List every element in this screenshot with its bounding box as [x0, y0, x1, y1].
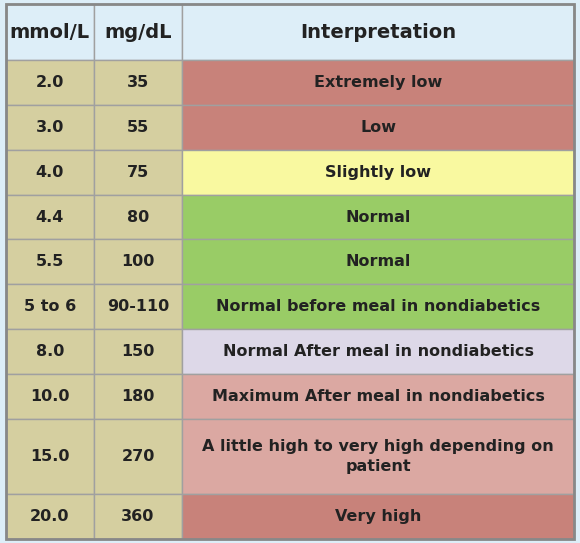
Text: 4.4: 4.4	[35, 210, 64, 224]
Text: 15.0: 15.0	[30, 449, 70, 464]
Text: 2.0: 2.0	[35, 75, 64, 90]
Text: mmol/L: mmol/L	[10, 23, 90, 42]
Text: 20.0: 20.0	[30, 509, 70, 523]
Bar	[6, 4, 94, 60]
Text: 100: 100	[121, 254, 155, 269]
Text: 80: 80	[127, 210, 149, 224]
Bar	[94, 374, 182, 419]
Text: A little high to very high depending on
patient: A little high to very high depending on …	[202, 439, 554, 474]
Bar	[6, 194, 94, 239]
Text: Normal After meal in nondiabetics: Normal After meal in nondiabetics	[223, 344, 534, 359]
Bar	[94, 494, 182, 539]
Bar	[182, 374, 574, 419]
Bar	[94, 150, 182, 194]
Text: Normal: Normal	[346, 254, 411, 269]
Text: Interpretation: Interpretation	[300, 23, 456, 42]
Text: 270: 270	[121, 449, 155, 464]
Text: Very high: Very high	[335, 509, 421, 523]
Bar	[6, 105, 94, 150]
Bar	[94, 239, 182, 285]
Bar	[94, 285, 182, 329]
Bar	[182, 494, 574, 539]
Text: Normal: Normal	[346, 210, 411, 224]
Text: 3.0: 3.0	[35, 120, 64, 135]
Bar	[6, 60, 94, 105]
Text: 35: 35	[127, 75, 149, 90]
Bar	[182, 60, 574, 105]
Bar	[94, 60, 182, 105]
Bar	[182, 285, 574, 329]
Bar	[182, 329, 574, 374]
Bar	[94, 329, 182, 374]
Bar	[182, 194, 574, 239]
Text: 4.0: 4.0	[35, 165, 64, 180]
Bar	[182, 150, 574, 194]
Text: 5 to 6: 5 to 6	[24, 299, 76, 314]
Bar	[6, 150, 94, 194]
Text: 75: 75	[127, 165, 149, 180]
Text: Slightly low: Slightly low	[325, 165, 431, 180]
Text: 180: 180	[121, 389, 155, 404]
Bar	[94, 194, 182, 239]
Bar	[6, 239, 94, 285]
Bar	[182, 419, 574, 494]
Text: Extremely low: Extremely low	[314, 75, 442, 90]
Bar	[94, 4, 182, 60]
Bar	[6, 329, 94, 374]
Bar	[182, 4, 574, 60]
Text: 150: 150	[121, 344, 155, 359]
Text: Maximum After meal in nondiabetics: Maximum After meal in nondiabetics	[212, 389, 545, 404]
Text: Low: Low	[360, 120, 396, 135]
Bar	[182, 239, 574, 285]
Text: 5.5: 5.5	[35, 254, 64, 269]
Text: mg/dL: mg/dL	[104, 23, 172, 42]
Text: 55: 55	[127, 120, 149, 135]
Text: 360: 360	[121, 509, 155, 523]
Bar	[94, 419, 182, 494]
Bar	[182, 105, 574, 150]
Text: 10.0: 10.0	[30, 389, 70, 404]
Bar	[6, 419, 94, 494]
Bar	[6, 374, 94, 419]
Text: 8.0: 8.0	[35, 344, 64, 359]
Bar	[6, 494, 94, 539]
Bar	[6, 285, 94, 329]
Bar	[94, 105, 182, 150]
Text: Normal before meal in nondiabetics: Normal before meal in nondiabetics	[216, 299, 540, 314]
Text: 90-110: 90-110	[107, 299, 169, 314]
